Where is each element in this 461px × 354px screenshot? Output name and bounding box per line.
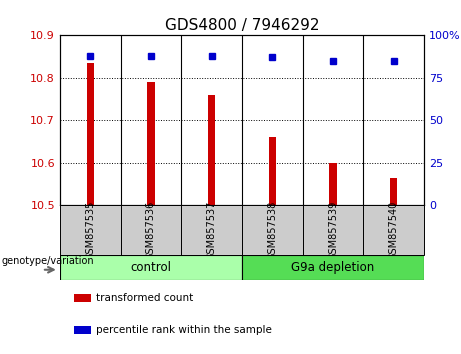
Bar <box>75 326 91 333</box>
Bar <box>390 178 397 205</box>
Text: GSM857540: GSM857540 <box>389 200 399 260</box>
Text: GSM857535: GSM857535 <box>85 200 95 260</box>
Text: GSM857539: GSM857539 <box>328 200 338 260</box>
Bar <box>148 82 154 205</box>
Bar <box>208 95 215 205</box>
Bar <box>269 137 276 205</box>
Bar <box>303 205 363 255</box>
Bar <box>242 205 303 255</box>
Bar <box>75 294 91 302</box>
Text: transformed count: transformed count <box>96 293 194 303</box>
Bar <box>242 255 424 280</box>
Text: control: control <box>130 261 171 274</box>
Bar <box>121 205 181 255</box>
Bar <box>60 205 121 255</box>
Text: GSM857536: GSM857536 <box>146 200 156 260</box>
Bar <box>60 255 242 280</box>
Bar <box>181 205 242 255</box>
Bar <box>330 163 337 205</box>
Text: G9a depletion: G9a depletion <box>291 261 375 274</box>
Text: percentile rank within the sample: percentile rank within the sample <box>96 325 272 335</box>
Bar <box>87 63 94 205</box>
Title: GDS4800 / 7946292: GDS4800 / 7946292 <box>165 18 319 33</box>
Text: genotype/variation: genotype/variation <box>1 256 94 266</box>
Text: GSM857537: GSM857537 <box>207 200 217 260</box>
Text: GSM857538: GSM857538 <box>267 200 278 260</box>
Bar <box>363 205 424 255</box>
